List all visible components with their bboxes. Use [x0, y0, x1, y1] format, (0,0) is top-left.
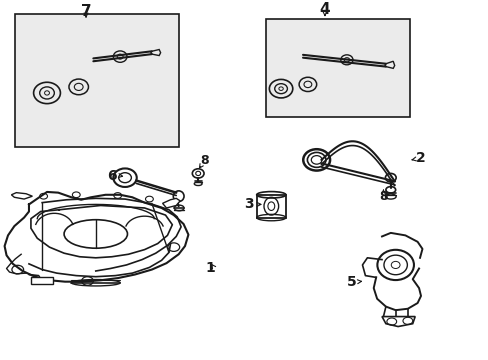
- Circle shape: [12, 265, 23, 274]
- Text: 4: 4: [319, 2, 329, 17]
- Circle shape: [81, 277, 93, 285]
- Circle shape: [167, 243, 179, 251]
- Text: 8: 8: [200, 154, 208, 167]
- Text: 7: 7: [81, 4, 91, 18]
- Bar: [266, 19, 409, 117]
- Text: 5: 5: [346, 275, 356, 289]
- Bar: [31, 278, 53, 284]
- Bar: [15, 14, 178, 148]
- Text: 3: 3: [244, 197, 254, 211]
- Polygon shape: [381, 316, 414, 327]
- Polygon shape: [162, 198, 180, 208]
- Text: 8: 8: [378, 190, 387, 203]
- Text: 6: 6: [107, 168, 117, 183]
- Text: 1: 1: [205, 261, 215, 275]
- Polygon shape: [11, 193, 32, 199]
- Text: 2: 2: [415, 151, 425, 165]
- Bar: [256, 195, 285, 217]
